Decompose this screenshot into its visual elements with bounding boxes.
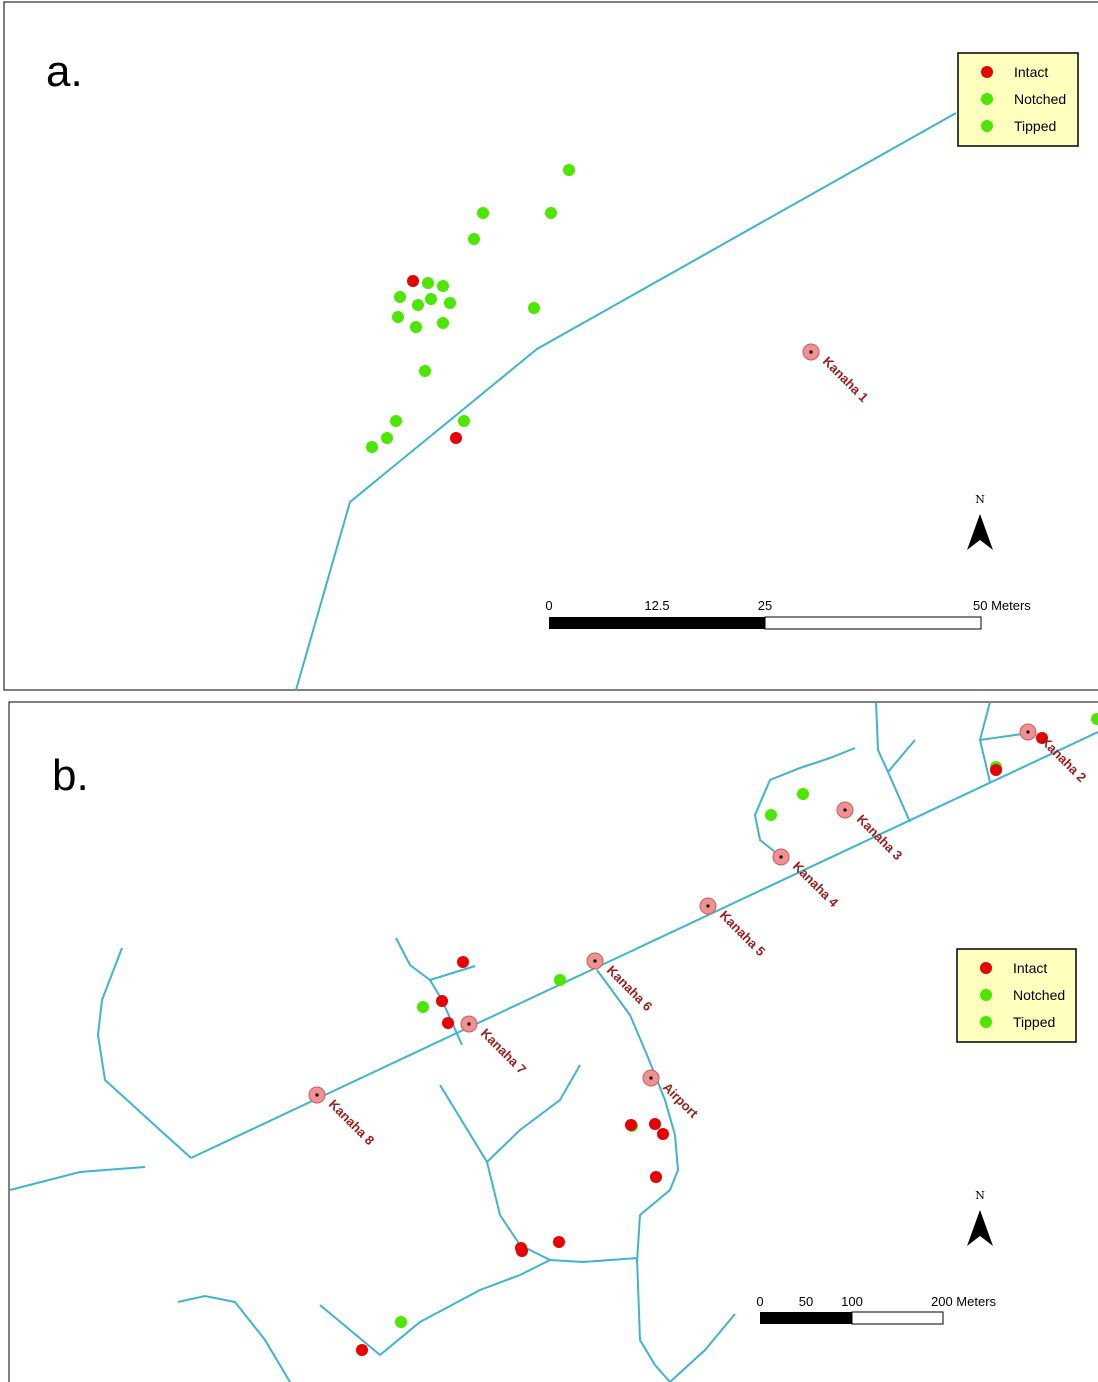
scale-bar-white <box>851 1311 944 1325</box>
notched-point <box>477 207 489 219</box>
legend-intact-label: Intact <box>1014 64 1048 80</box>
north-label: N <box>975 493 985 506</box>
scale-tick-1: 12.5 <box>644 598 669 613</box>
north-arrow: N <box>967 1189 993 1246</box>
legend: Intact Notched Tipped <box>956 948 1077 1043</box>
north-label: N <box>975 1189 985 1202</box>
notched-point <box>419 365 431 377</box>
notched-point <box>765 809 777 821</box>
legend-notched-icon <box>980 989 992 1001</box>
map-b-frame <box>8 701 1098 1382</box>
legend-tipped-label: Tipped <box>1014 118 1056 134</box>
trap-points <box>366 164 575 453</box>
notched-point <box>390 415 402 427</box>
site-dot <box>809 350 813 354</box>
notched-point <box>366 441 378 453</box>
legend-tipped-icon <box>980 1016 992 1028</box>
map-b-svg: b. Kanaha 2 Kanaha 3 Kanaha 4 Kanaha 5 K… <box>8 701 1098 1382</box>
legend-notched-icon <box>981 93 993 105</box>
legend-box <box>957 52 1079 147</box>
notched-point <box>422 277 434 289</box>
scale-tick-2: 100 <box>841 1294 863 1309</box>
intact-point <box>553 1236 565 1248</box>
notched-point <box>417 1001 429 1013</box>
notched-point <box>1091 713 1098 725</box>
notched-point <box>528 302 540 314</box>
intact-point <box>356 1344 368 1356</box>
legend-notched-label: Notched <box>1014 91 1066 107</box>
intact-point <box>457 956 469 968</box>
main-road <box>190 731 1098 1159</box>
notched-point <box>437 317 449 329</box>
legend-intact-label: Intact <box>1013 960 1047 976</box>
notched-point <box>554 974 566 986</box>
notched-point <box>458 415 470 427</box>
legend-tipped-icon <box>981 120 993 132</box>
scale-tick-0: 0 <box>545 598 552 613</box>
map-panel-a: a. Kanaha 1 Intact Notched Tipped N 0 12… <box>3 1 1098 691</box>
intact-point <box>450 432 462 444</box>
intact-point <box>625 1119 637 1131</box>
legend-tipped-label: Tipped <box>1013 1014 1055 1030</box>
panel-letter-a: a. <box>46 47 83 96</box>
scale-tick-2: 25 <box>758 598 772 613</box>
trap-points <box>356 713 1098 1356</box>
map-a-svg: a. Kanaha 1 Intact Notched Tipped N 0 12… <box>3 1 1098 691</box>
intact-point <box>436 995 448 1007</box>
legend-notched-label: Notched <box>1013 987 1065 1003</box>
intact-point <box>650 1171 662 1183</box>
scale-bar-white <box>764 616 982 630</box>
legend-intact-icon <box>981 66 993 78</box>
scale-tick-3: 50 Meters <box>973 598 1031 613</box>
map-a-frame <box>3 1 1098 691</box>
notched-point <box>425 293 437 305</box>
notched-point <box>395 1316 407 1328</box>
panel-letter-b: b. <box>52 751 89 800</box>
scale-tick-1: 50 <box>799 1294 813 1309</box>
map-panel-b: b. Kanaha 2 Kanaha 3 Kanaha 4 Kanaha 5 K… <box>0 700 1098 1382</box>
scale-bar-black <box>760 1312 852 1324</box>
notched-point <box>444 297 456 309</box>
notched-point <box>394 291 406 303</box>
intact-point <box>442 1017 454 1029</box>
notched-point <box>797 788 809 800</box>
notched-point <box>545 207 557 219</box>
intact-point <box>1036 732 1048 744</box>
road-line <box>295 112 957 691</box>
intact-point <box>657 1128 669 1140</box>
intact-point <box>990 764 1002 776</box>
legend-box <box>956 948 1077 1043</box>
legend: Intact Notched Tipped <box>957 52 1079 147</box>
notched-point <box>410 321 422 333</box>
notched-point <box>381 432 393 444</box>
notched-point <box>412 299 424 311</box>
notched-point <box>563 164 575 176</box>
intact-point <box>516 1245 528 1257</box>
notched-point <box>468 233 480 245</box>
scale-bar: 0 50 100 200 Meters <box>756 1294 997 1325</box>
scale-tick-0: 0 <box>756 1294 763 1309</box>
intact-point <box>649 1118 661 1130</box>
scale-bar-black <box>549 617 765 629</box>
intact-point <box>407 275 419 287</box>
notched-point <box>392 311 404 323</box>
notched-point <box>437 280 449 292</box>
north-arrow-icon <box>967 514 980 550</box>
scale-bar: 0 12.5 25 50 Meters <box>545 598 1031 630</box>
legend-intact-icon <box>980 962 992 974</box>
north-arrow-icon <box>967 1210 980 1246</box>
north-arrow: N <box>967 493 993 550</box>
scale-tick-3: 200 Meters <box>931 1294 997 1309</box>
